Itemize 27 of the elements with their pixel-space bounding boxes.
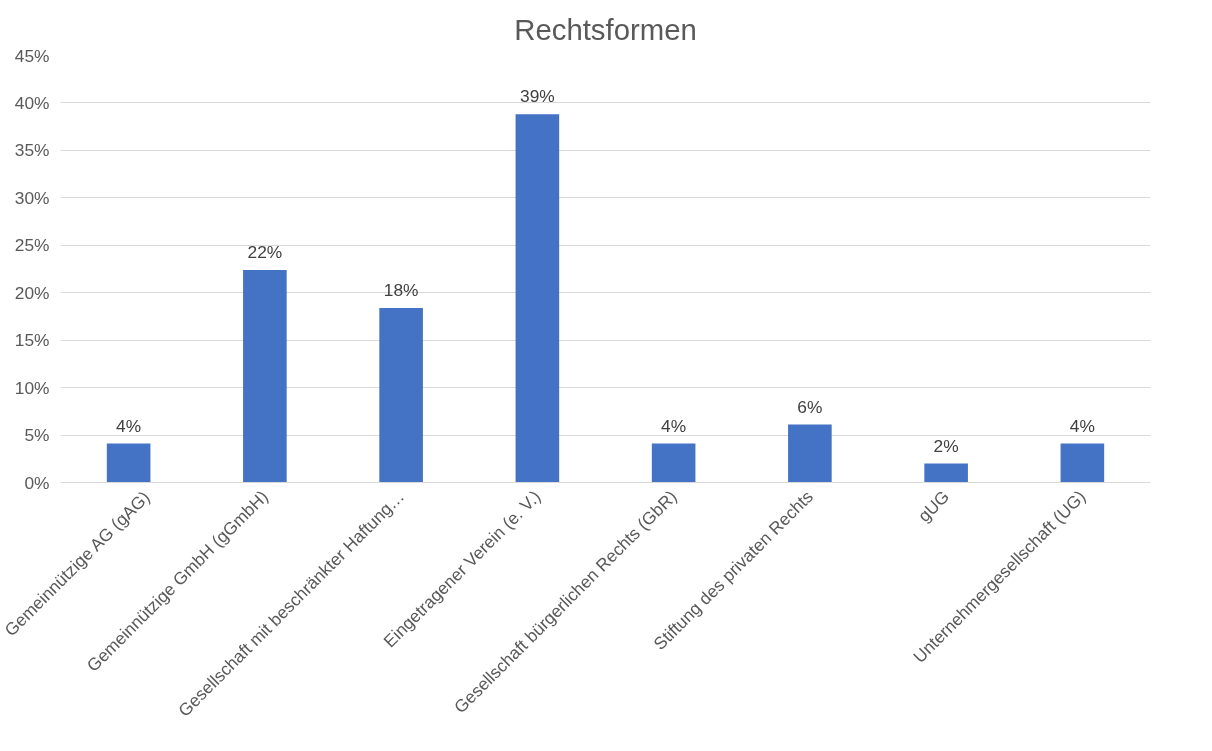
y-tick-label: 0% — [24, 472, 50, 493]
bar — [651, 443, 696, 483]
y-tick-label: 30% — [14, 187, 50, 208]
data-label: 6% — [797, 396, 823, 417]
bar — [788, 424, 832, 483]
bar — [1060, 443, 1105, 483]
data-label: 4% — [116, 415, 142, 436]
bar — [515, 114, 560, 483]
y-tick-label: 25% — [14, 235, 50, 256]
data-label: 18% — [383, 279, 419, 300]
bar — [924, 463, 968, 483]
y-tick-label: 10% — [14, 377, 50, 398]
data-label: 4% — [1069, 415, 1095, 436]
bar — [243, 269, 287, 483]
bar — [379, 307, 423, 483]
y-tick-label: 40% — [14, 92, 50, 113]
data-label: 39% — [520, 86, 555, 107]
data-label: 22% — [247, 241, 283, 262]
y-tick-label: 15% — [14, 330, 50, 351]
data-label: 4% — [661, 415, 687, 436]
y-tick-label: 5% — [24, 425, 50, 446]
data-label: 2% — [933, 435, 959, 456]
y-tick-label: 45% — [14, 45, 50, 66]
y-tick-label: 20% — [14, 282, 50, 303]
chart-title: Rechtsformen — [514, 12, 697, 46]
y-tick-label: 35% — [14, 140, 50, 161]
bar — [106, 443, 151, 483]
